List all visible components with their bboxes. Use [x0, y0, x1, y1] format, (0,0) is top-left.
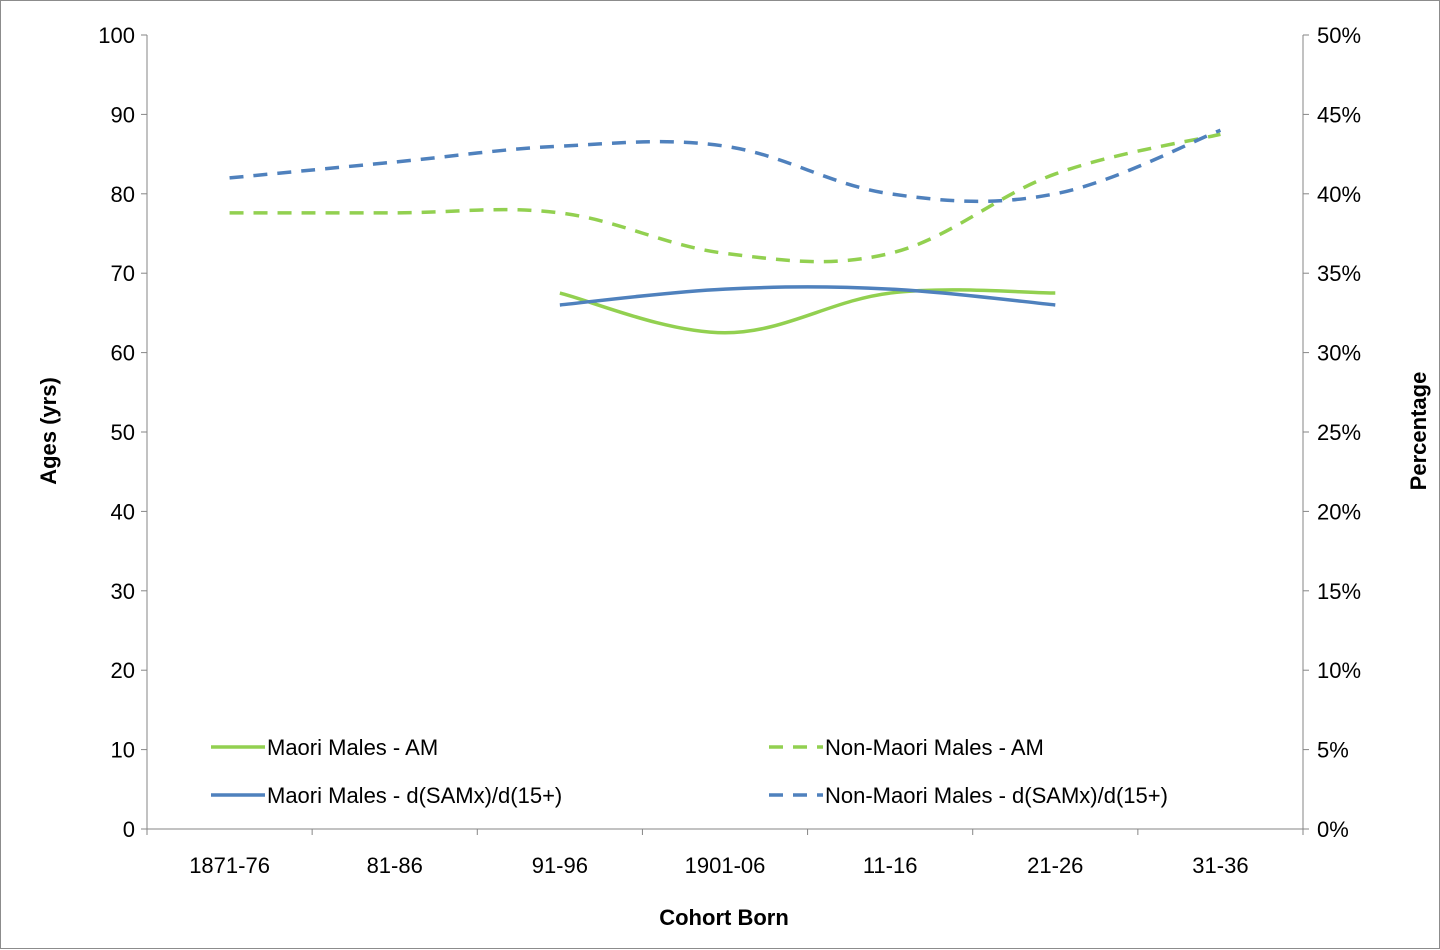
y-tick-label: 40 [111, 499, 135, 524]
x-tick-label: 21-26 [1027, 853, 1083, 878]
y-tick-label: 10 [111, 738, 135, 763]
legend-label: Non-Maori Males - d(SAMx)/d(15+) [825, 783, 1168, 808]
y2-tick-label: 45% [1317, 102, 1361, 127]
y2-tick-label: 5% [1317, 738, 1349, 763]
y2-tick-label: 25% [1317, 420, 1361, 445]
x-tick-label: 11-16 [863, 853, 918, 878]
y-tick-label: 50 [111, 420, 135, 445]
series-line-3 [559, 285, 1056, 307]
y-tick-label: 90 [111, 102, 135, 127]
y-axis-title: Ages (yrs) [36, 377, 61, 485]
legend-label: Maori Males - AM [267, 735, 438, 760]
y2-tick-label: 35% [1317, 261, 1361, 286]
y-tick-label: 80 [111, 182, 135, 207]
x-tick-label: 91-96 [532, 853, 588, 878]
x-axis-title: Cohort Born [659, 905, 789, 930]
y2-axis-title: Percentage [1406, 372, 1431, 491]
y-tick-label: 100 [98, 23, 135, 48]
y-tick-label: 30 [111, 579, 135, 604]
y2-tick-label: 40% [1317, 182, 1361, 207]
x-tick-label: 31-36 [1192, 853, 1248, 878]
series-line-1 [559, 288, 1056, 335]
series-line-4 [229, 128, 1222, 204]
y2-tick-label: 10% [1317, 658, 1361, 683]
y2-tick-label: 15% [1317, 579, 1361, 604]
y-tick-label: 60 [111, 341, 135, 366]
y-tick-label: 70 [111, 261, 135, 286]
y-tick-label: 0 [123, 817, 135, 842]
x-tick-label: 81-86 [367, 853, 423, 878]
y2-tick-label: 0% [1317, 817, 1349, 842]
legend-label: Non-Maori Males - AM [825, 735, 1044, 760]
legend-label: Maori Males - d(SAMx)/d(15+) [267, 783, 562, 808]
y2-tick-label: 20% [1317, 499, 1361, 524]
y2-tick-label: 50% [1317, 23, 1361, 48]
y2-tick-label: 30% [1317, 341, 1361, 366]
x-tick-label: 1901-06 [685, 853, 766, 878]
x-tick-label: 1871-76 [189, 853, 270, 878]
series-line-2 [229, 132, 1221, 264]
y-tick-label: 20 [111, 658, 135, 683]
